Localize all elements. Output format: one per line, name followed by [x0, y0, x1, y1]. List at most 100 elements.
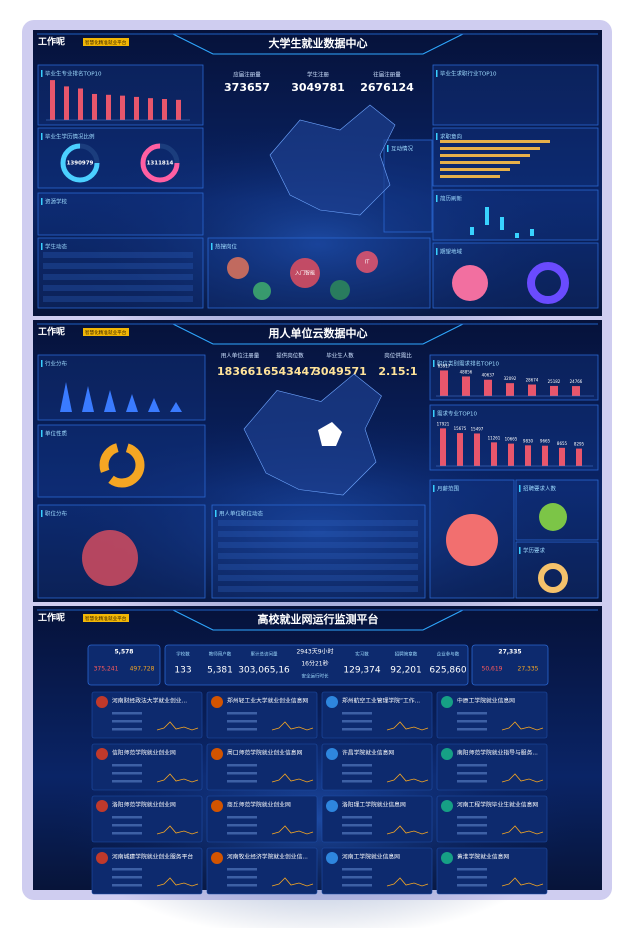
bar	[506, 383, 514, 396]
panel-marker	[436, 248, 438, 255]
list-row	[218, 542, 418, 548]
map-shape	[269, 104, 396, 216]
info-line	[457, 712, 487, 715]
globe-glow	[58, 411, 578, 652]
sparkline	[271, 773, 314, 783]
tag: 智慧化精准就业平台	[85, 329, 127, 336]
pie	[446, 514, 498, 566]
info-line	[227, 728, 257, 731]
info-line	[342, 876, 372, 879]
school-icon	[96, 800, 108, 812]
stat-value: 303,065,16	[238, 666, 290, 676]
mini-bar	[515, 233, 519, 238]
tag: 智慧化精准就业平台	[85, 615, 127, 622]
mini-bar	[470, 227, 474, 235]
sparkline	[156, 877, 199, 887]
bar	[134, 96, 139, 120]
panel-title: 简历刷新	[440, 195, 463, 203]
globe-glow	[58, 124, 578, 365]
sparkline	[386, 773, 429, 783]
stat-value: 3049571	[313, 365, 367, 378]
pie	[452, 265, 488, 301]
info-line	[342, 824, 372, 827]
panel-title: 互动情况	[391, 145, 414, 153]
bar-label: 11261	[488, 435, 501, 440]
school-card	[91, 847, 203, 895]
panel-marker	[41, 70, 43, 77]
stat-label: 累计总访问量	[251, 651, 278, 658]
bar	[528, 384, 536, 396]
panel	[37, 192, 204, 236]
school-icon	[211, 852, 223, 864]
stat-label: 企业参与数	[437, 651, 460, 658]
school-name: 洛阳理工学院就业信息网	[342, 801, 406, 809]
region-highlight	[318, 422, 342, 446]
info-line	[112, 720, 142, 723]
info-line	[227, 816, 257, 819]
sparkline	[271, 877, 314, 887]
school-icon	[441, 748, 453, 760]
panel-title: 热搜岗位	[215, 243, 238, 251]
tag: 智慧化精准就业平台	[85, 39, 127, 46]
bar-label: 25182	[548, 379, 561, 384]
school-name: 洛阳师范学院就业创业网	[112, 801, 176, 809]
panel-marker	[41, 243, 43, 250]
bar	[559, 447, 565, 466]
rose	[82, 530, 138, 586]
mountain	[104, 390, 116, 412]
map-shape	[243, 373, 382, 496]
school-card	[321, 847, 433, 895]
donut	[99, 442, 145, 488]
school-card	[91, 795, 203, 843]
bar-label: 32092	[504, 376, 517, 381]
info-line	[227, 780, 257, 783]
info-line	[227, 712, 257, 715]
bar	[92, 93, 97, 120]
bar	[148, 98, 153, 120]
school-card	[436, 743, 548, 791]
school-card	[436, 847, 548, 895]
panel	[432, 189, 599, 241]
school-icon	[96, 852, 108, 864]
bar-label: 28674	[526, 378, 539, 383]
school-name: 河南财经政法大学就业创业...	[112, 697, 187, 705]
school-card	[91, 691, 203, 739]
bar-label: 8295	[574, 442, 585, 447]
info-line	[227, 772, 257, 775]
mini-bar	[500, 217, 504, 230]
info-line	[112, 780, 142, 783]
info-line	[457, 780, 487, 783]
stat-value: 16分21秒	[301, 660, 328, 668]
school-name: 河南牧业经济学院就业创业信...	[227, 853, 308, 861]
list-row	[218, 575, 418, 581]
hbar	[440, 147, 540, 150]
stat-value: 92,201	[390, 666, 422, 676]
stat-label: 学生注册	[307, 71, 330, 79]
school-name: 许昌学院就业信息网	[342, 749, 394, 757]
bar	[462, 376, 470, 396]
panel-marker	[436, 70, 438, 77]
school-name: 黄淮学院就业信息网	[457, 853, 509, 861]
panel-marker	[41, 510, 43, 517]
bar	[120, 95, 125, 120]
info-line	[342, 868, 372, 871]
sparkline	[501, 721, 544, 731]
list-row	[218, 531, 418, 537]
stat-value: 625,860	[429, 666, 466, 676]
school-icon	[326, 852, 338, 864]
mountain	[170, 402, 182, 412]
sparkline	[501, 877, 544, 887]
sparkline	[271, 825, 314, 835]
panel-marker	[41, 133, 43, 140]
header-deco	[172, 33, 464, 55]
panel-marker	[41, 430, 43, 437]
summary-value: 375,241	[94, 666, 119, 673]
school-card	[321, 795, 433, 843]
summary-value: 5,578	[115, 649, 134, 656]
ring	[538, 563, 568, 593]
panel-title: 职位类别需求排名TOP10	[437, 360, 500, 368]
list-row	[43, 252, 193, 258]
mini-bar	[485, 207, 489, 225]
stat-value: 6543447	[263, 365, 317, 378]
school-card	[91, 743, 203, 791]
